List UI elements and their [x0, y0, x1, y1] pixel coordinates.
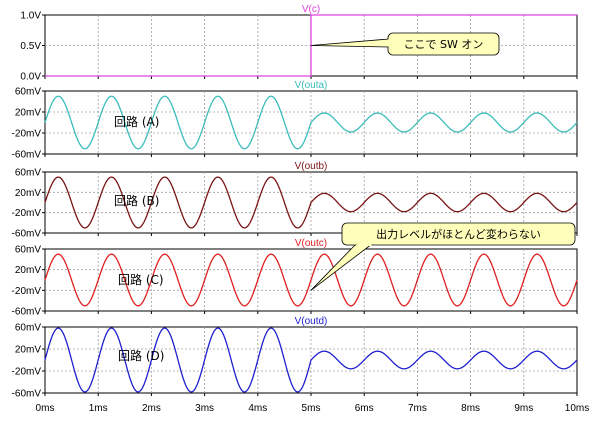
x-tick-label: 1ms — [89, 403, 108, 414]
circuit-label: 回路 (C) — [118, 272, 164, 287]
series-line-Voutc — [44, 253, 578, 307]
x-tick-label: 3ms — [195, 403, 214, 414]
y-tick-label: -60mV — [12, 307, 42, 318]
circuit-label: 回路 (D) — [118, 348, 164, 363]
series-line-Vouta — [44, 95, 578, 150]
y-tick-label: 20mV — [15, 345, 41, 356]
callout-box — [341, 222, 576, 246]
series-line-Voutb — [44, 176, 578, 229]
callout-2: 出力レベルがほとんど変わらない — [310, 222, 576, 291]
circuit-label: 回路 (B) — [114, 193, 159, 208]
x-tick-label: 0ms — [36, 403, 55, 414]
x-tick-label: 8ms — [461, 403, 480, 414]
panel-2: -60mV -20mV 20mV 60mV V(outa) 回路 (A) — [12, 80, 578, 161]
panel-3: -60mV -20mV 20mV 60mV V(outb) 回路 (B) — [12, 161, 578, 240]
panel-title: V(c) — [302, 4, 320, 15]
panel-4: -60mV -20mV 20mV 60mV V(outc) 回路 (C) — [12, 238, 578, 318]
panel-title: V(outd) — [295, 316, 328, 327]
y-tick-label: 20mV — [15, 108, 41, 119]
y-tick-label: 0.5V — [20, 41, 41, 52]
panel-title: V(outa) — [295, 80, 328, 91]
y-tick-label: 60mV — [15, 323, 41, 334]
y-tick-label: 60mV — [15, 168, 41, 179]
callout-text: ここで SW オン — [404, 38, 484, 51]
x-tick-label: 5ms — [302, 403, 321, 414]
y-tick-label: 60mV — [15, 245, 41, 256]
callout-1: ここで SW オン — [310, 32, 500, 56]
y-tick-label: 1.0V — [20, 11, 41, 22]
x-tick-label: 10ms — [565, 403, 589, 414]
y-tick-label: 20mV — [15, 265, 41, 276]
x-tick-label: 9ms — [514, 403, 533, 414]
y-tick-label: -60mV — [12, 150, 42, 161]
y-tick-label: -20mV — [12, 129, 42, 140]
y-tick-label: 20mV — [15, 188, 41, 199]
callout-text: 出力レベルがほとんど変わらない — [376, 227, 541, 241]
x-tick-label: 2ms — [142, 403, 161, 414]
y-tick-label: 0.0V — [20, 72, 41, 83]
y-tick-label: -20mV — [12, 208, 42, 219]
y-tick-label: -20mV — [12, 367, 42, 378]
circuit-label: 回路 (A) — [114, 114, 159, 129]
panel-title: V(outb) — [295, 161, 328, 172]
panel-title: V(outc) — [295, 238, 327, 249]
y-tick-label: -60mV — [12, 229, 42, 240]
panel-5: -60mV -20mV 20mV 60mV V(outd) 回路 (D) — [12, 316, 578, 400]
x-tick-label: 6ms — [355, 403, 374, 414]
series-line-Voutd — [44, 327, 578, 393]
x-tick-label: 7ms — [408, 403, 427, 414]
y-tick-label: 60mV — [15, 87, 41, 98]
y-tick-label: -20mV — [12, 286, 42, 297]
y-tick-label: -60mV — [12, 389, 42, 400]
x-tick-label: 4ms — [248, 403, 267, 414]
